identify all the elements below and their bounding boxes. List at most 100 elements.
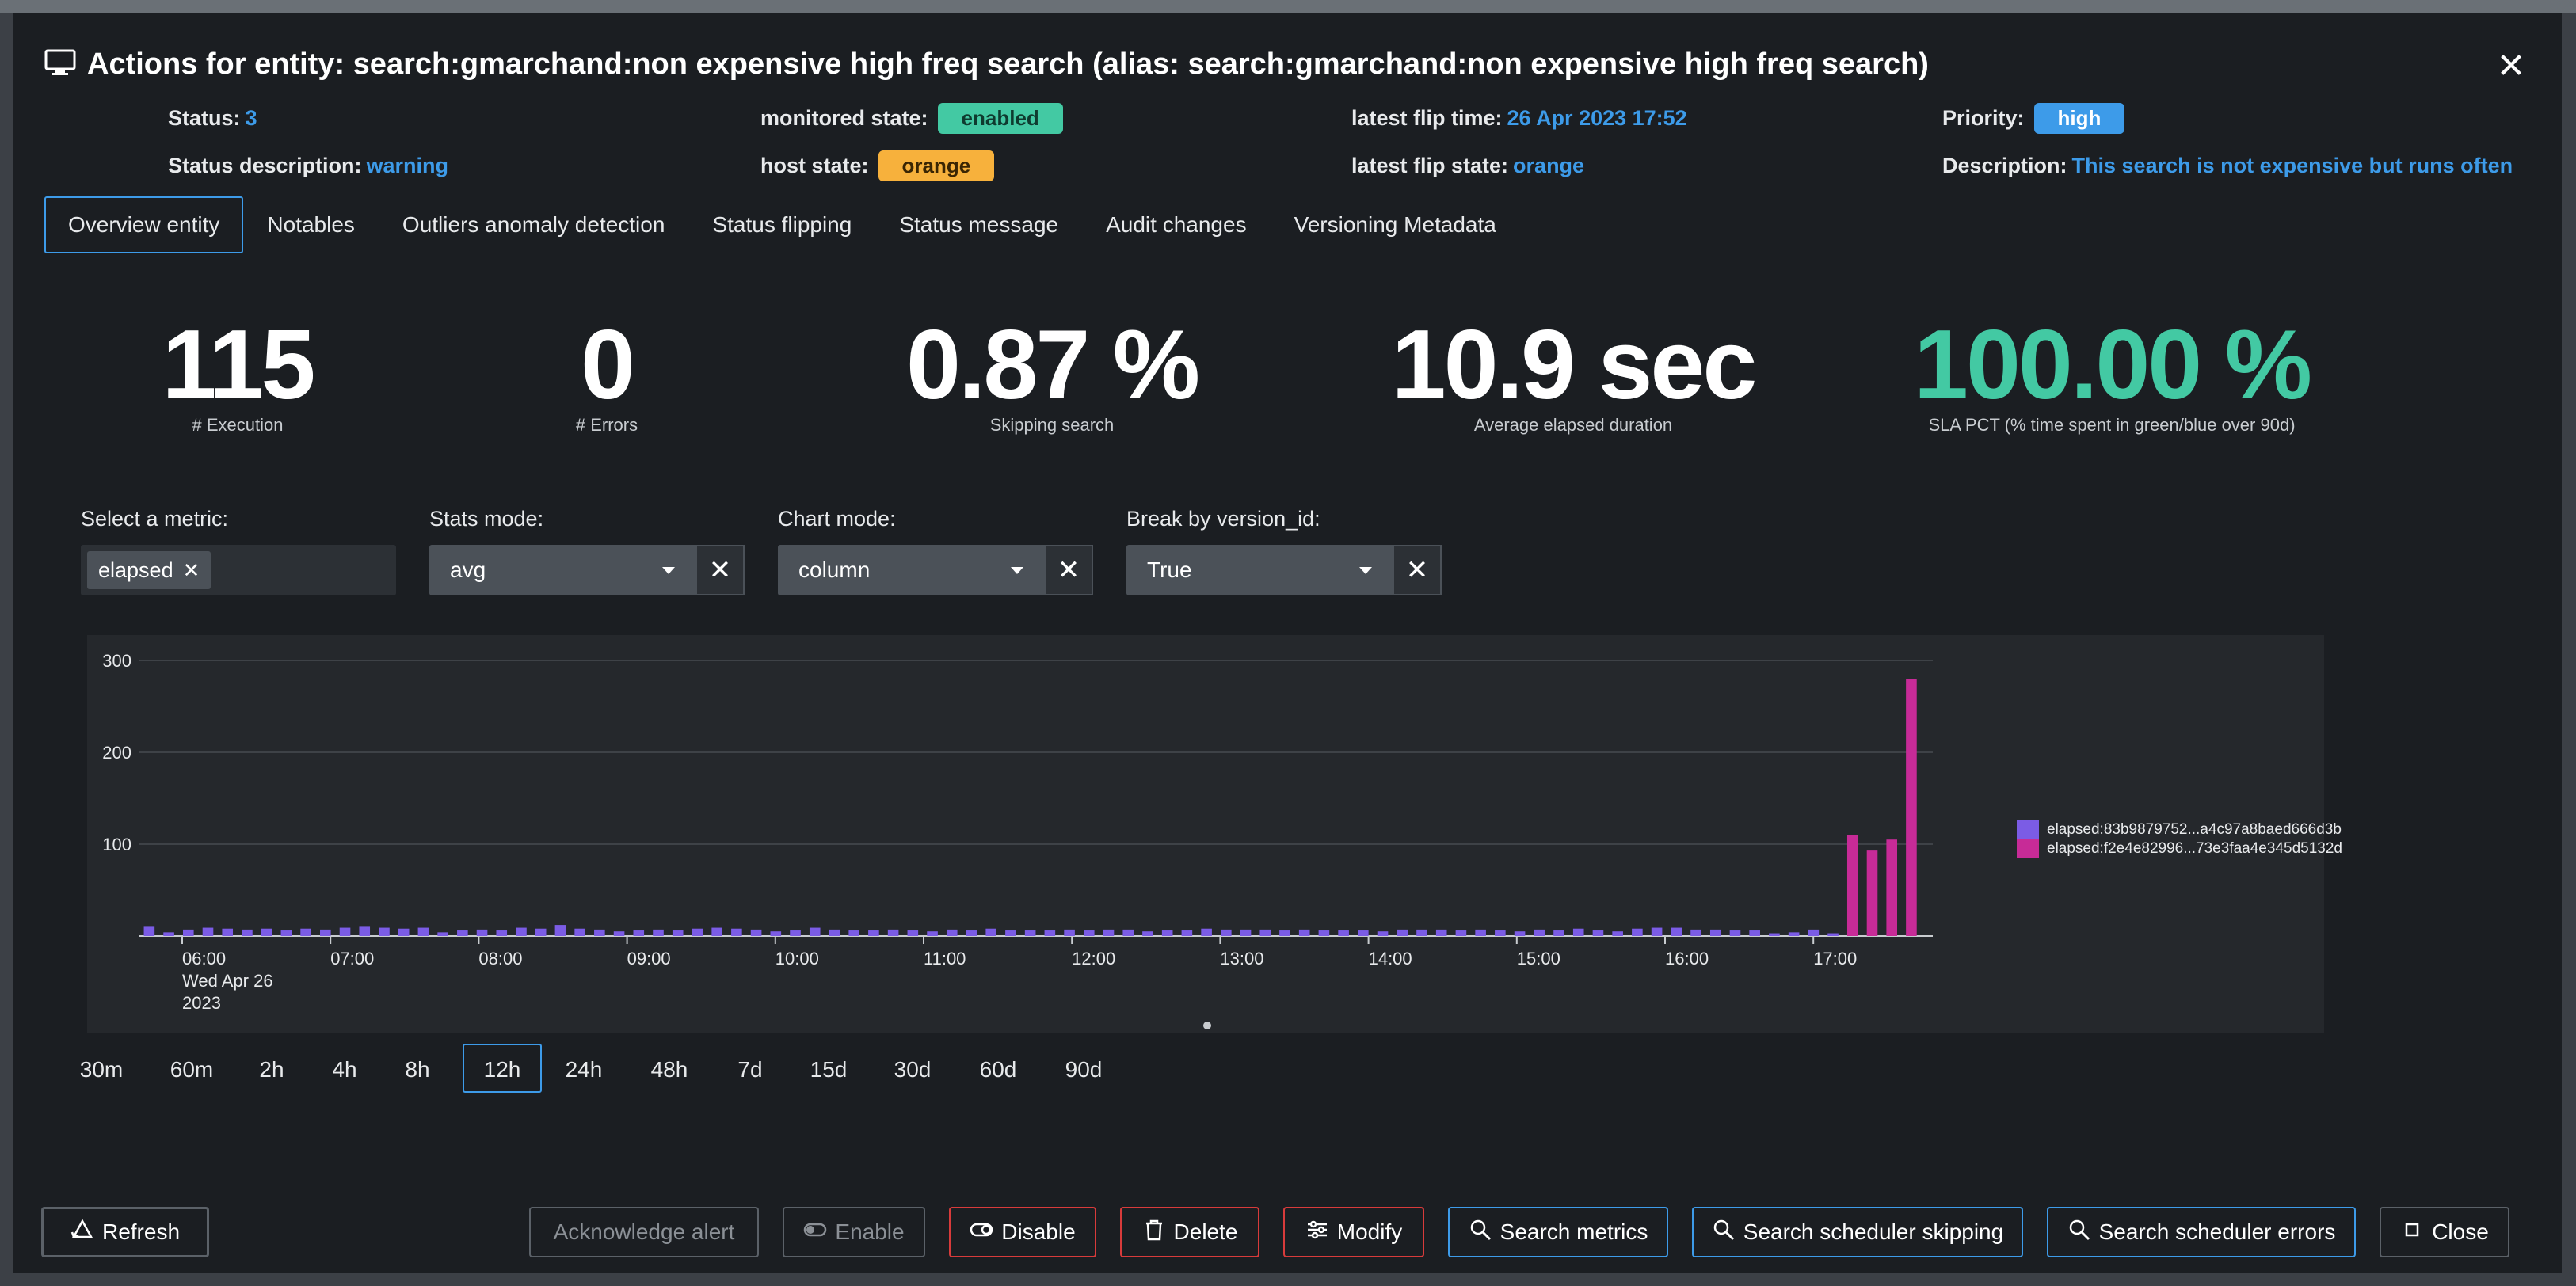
chart-bar (809, 927, 821, 936)
tab-versioning-metadata[interactable]: Versioning Metadata (1294, 212, 1496, 237)
chart-bar (1397, 929, 1408, 936)
enable-button[interactable]: Enable (783, 1207, 925, 1257)
refresh-icon (70, 1218, 94, 1247)
chart-bar (143, 926, 155, 936)
y-tick-label: 100 (102, 835, 131, 854)
status-label: Status: (168, 106, 241, 130)
x-tick-label: 15:00 (1517, 949, 1560, 968)
stats-mode-value: avg (450, 557, 486, 582)
chart-bar (437, 932, 448, 936)
timerange-30m[interactable]: 30m (79, 1057, 124, 1082)
chart-bar (1044, 930, 1056, 936)
chart-bar (1083, 930, 1095, 936)
timerange-7d[interactable]: 7d (737, 1057, 763, 1082)
chart-bar (868, 930, 879, 936)
search-metrics-button[interactable]: Search metrics (1448, 1207, 1668, 1257)
chart-bar (1201, 928, 1212, 936)
legend-item[interactable]: elapsed:83b9879752...a4c97a8baed666d3b (2017, 820, 2342, 839)
timerange-30d[interactable]: 30d (894, 1057, 932, 1082)
chart-bar (554, 925, 566, 936)
x-tick-label: 07:00 (330, 949, 374, 968)
chart-bar (1475, 929, 1486, 936)
chart-pager-dot[interactable] (1203, 1022, 1211, 1029)
close-label: Close (2432, 1219, 2489, 1244)
chip-remove-icon[interactable]: ✕ (182, 557, 200, 582)
search-scheduler-skipping-button[interactable]: Search scheduler skipping (1692, 1207, 2023, 1257)
chart-mode-clear-button[interactable]: ✕ (1044, 545, 1093, 595)
delete-button[interactable]: Delete (1120, 1207, 1259, 1257)
kpi-sla-label: SLA PCT (% time spent in green/blue over… (1928, 415, 2296, 435)
chart-bar (1161, 930, 1173, 936)
metric-multiselect[interactable]: elapsed ✕ (81, 545, 396, 595)
chart-bar (613, 931, 625, 936)
chart-bar (1435, 929, 1447, 936)
chart-bar (1005, 930, 1016, 936)
tab-bar: Overview entity Notables Outliers anomal… (44, 196, 1520, 253)
kpi-elapsed: 10.9 sec Average elapsed duration (1343, 314, 1803, 436)
timerange-12h[interactable]: 12h (463, 1044, 542, 1093)
chart-bar (1514, 931, 1526, 936)
x-tick-label: 11:00 (924, 949, 966, 968)
tab-outliers-anomaly-detection[interactable]: Outliers anomaly detection (402, 212, 665, 237)
timerange-90d[interactable]: 90d (1065, 1057, 1103, 1082)
chart-bar (574, 928, 585, 936)
tab-notables[interactable]: Notables (267, 212, 355, 237)
monitor-icon (44, 49, 76, 80)
timerange-15d[interactable]: 15d (810, 1057, 848, 1082)
y-tick-label: 200 (102, 743, 131, 763)
chart-bar (848, 930, 859, 936)
tab-audit-changes[interactable]: Audit changes (1106, 212, 1247, 237)
chart-bar (1240, 929, 1252, 936)
search-icon (1469, 1218, 1492, 1247)
timerange-24h[interactable]: 24h (565, 1057, 603, 1082)
break-by-select[interactable]: True (1126, 545, 1393, 595)
legend-swatch (2017, 820, 2039, 839)
tab-status-message[interactable]: Status message (899, 212, 1059, 237)
timerange-60m[interactable]: 60m (170, 1057, 214, 1082)
chart-bar (927, 931, 938, 936)
chart-bar (1221, 929, 1232, 936)
search-scheduler-errors-button[interactable]: Search scheduler errors (2047, 1207, 2356, 1257)
kpi-execution: 115 # Execution (127, 314, 349, 436)
delete-label: Delete (1173, 1219, 1238, 1244)
tab-overview-entity[interactable]: Overview entity (44, 196, 244, 253)
legend-swatch (2017, 839, 2039, 858)
disable-button[interactable]: Disable (949, 1207, 1096, 1257)
chart-bar (633, 930, 645, 936)
chart-bar (1259, 929, 1271, 936)
timerange-60d[interactable]: 60d (979, 1057, 1017, 1082)
kpi-skipping: 0.87 % Skipping search (862, 314, 1242, 436)
monitored-state-field: monitored state: enabled (760, 103, 1063, 134)
break-by-value: True (1147, 557, 1192, 582)
modify-button[interactable]: Modify (1283, 1207, 1424, 1257)
chart-bar (1749, 930, 1760, 936)
chart-bar (790, 930, 801, 936)
metric-select-label: Select a metric: (81, 507, 229, 531)
stats-mode-select[interactable]: avg (429, 545, 695, 595)
timerange-4h[interactable]: 4h (332, 1057, 357, 1082)
chart-bar (711, 927, 722, 936)
timerange-48h[interactable]: 48h (650, 1057, 688, 1082)
chart-bar (1866, 850, 1878, 936)
legend-item[interactable]: elapsed:f2e4e82996...73e3faa4e345d5132d (2017, 839, 2342, 858)
legend-label: elapsed:f2e4e82996...73e3faa4e345d5132d (2047, 840, 2342, 857)
modify-label: Modify (1336, 1219, 1403, 1244)
priority-badge: high (2033, 103, 2125, 134)
chart-bar (1906, 679, 1917, 936)
close-icon[interactable]: ✕ (2496, 47, 2526, 86)
chart-mode-select[interactable]: column (778, 545, 1044, 595)
timerange-2h[interactable]: 2h (259, 1057, 284, 1082)
close-button[interactable]: Close (2380, 1207, 2509, 1257)
break-by-clear-button[interactable]: ✕ (1393, 545, 1442, 595)
chart-bar (1024, 930, 1036, 936)
search-icon (2067, 1218, 2091, 1247)
chart-bar (887, 929, 899, 936)
timerange-8h[interactable]: 8h (405, 1057, 430, 1082)
refresh-button[interactable]: Refresh (41, 1207, 209, 1257)
acknowledge-alert-button[interactable]: Acknowledge alert (529, 1207, 759, 1257)
tab-status-flipping[interactable]: Status flipping (712, 212, 852, 237)
stats-mode-label: Stats mode: (429, 507, 544, 531)
kpi-skipping-value: 0.87 % (905, 310, 1200, 420)
stats-mode-clear-button[interactable]: ✕ (695, 545, 745, 595)
chart-bar (829, 929, 840, 936)
